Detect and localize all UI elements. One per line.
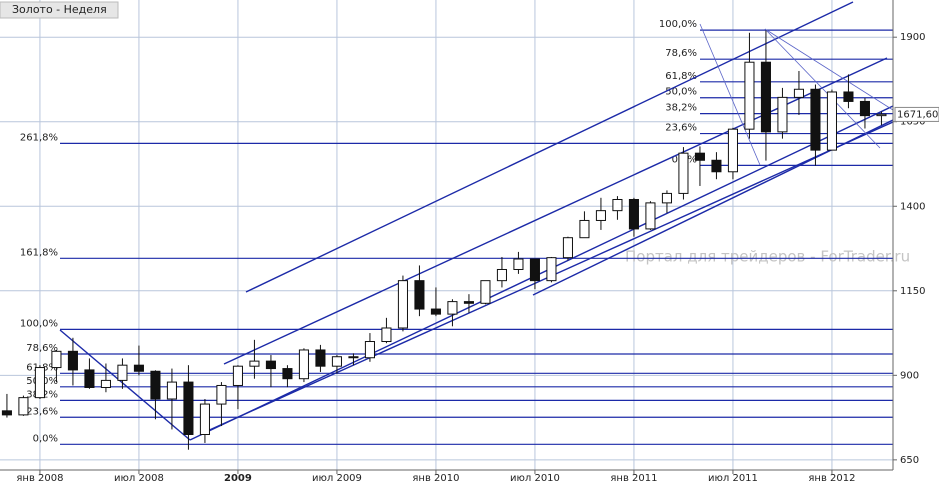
candle-body: [562, 237, 573, 259]
y-tick-label: 1900: [900, 32, 925, 43]
candle-body: [397, 280, 408, 329]
x-tick-label: янв 2008: [16, 473, 63, 484]
candle-body: [843, 91, 854, 102]
x-tick-label: июл 2009: [312, 473, 362, 484]
fib-label: 100,0%: [20, 318, 58, 329]
candle-body: [694, 152, 705, 161]
candle-body: [100, 379, 111, 388]
candle-body: [826, 91, 837, 151]
candle-body: [678, 152, 689, 194]
candle-body: [1, 410, 12, 416]
x-tick-label: 2009: [224, 473, 252, 484]
candle-body: [133, 364, 144, 372]
x-tick-label: июл 2010: [510, 473, 560, 484]
candle-body: [727, 128, 738, 173]
title-box: [0, 1, 119, 19]
watermark: Портал для трейдеров - ForTrader.ru: [625, 248, 910, 266]
candle-body: [513, 258, 524, 270]
candle-body: [51, 350, 62, 369]
candle-body: [463, 301, 474, 304]
candle-body: [744, 61, 755, 130]
candle-body: [265, 360, 276, 370]
candle-body: [84, 369, 95, 388]
axes: 650 900 1150 1400 1650 1900 янв 2008 июл 2008 20…: [16, 32, 939, 484]
candle-body: [760, 61, 771, 133]
candle-body: [595, 210, 606, 221]
fib-label: 50,0%: [665, 87, 697, 98]
candle-body: [546, 257, 557, 282]
candle-body: [810, 88, 821, 151]
candle-body: [793, 88, 804, 98]
candle-body: [117, 364, 128, 381]
candle-body: [496, 268, 507, 282]
candle-body: [249, 360, 260, 367]
candle-body: [298, 349, 309, 380]
x-tick-label: янв 2011: [610, 473, 657, 484]
candle-body: [480, 280, 491, 304]
x-tick-label: янв 2010: [412, 473, 459, 484]
candle-body: [430, 308, 441, 315]
fib-label: 78,6%: [665, 48, 697, 59]
candle-body: [232, 365, 243, 386]
candle-body: [315, 349, 326, 367]
candle-body: [529, 258, 540, 282]
x-tick-label: июл 2011: [708, 473, 758, 484]
candle-body: [579, 219, 590, 239]
candle-body: [282, 368, 293, 380]
channel-line: [189, 105, 894, 441]
candle-body: [381, 327, 392, 343]
fib-base-line: [59, 329, 191, 441]
candle-body: [447, 301, 458, 315]
candle-body: [777, 96, 788, 133]
y-tick-label: 900: [900, 370, 919, 381]
candle-body: [150, 370, 161, 400]
fib-label: 161,8%: [20, 247, 58, 258]
fan-line: [764, 28, 881, 149]
candle-body: [18, 397, 29, 416]
candle-body: [183, 381, 194, 435]
candle-body: [364, 341, 375, 359]
fib-label: 78,6%: [26, 343, 58, 354]
y-tick-label: 1650: [900, 117, 925, 128]
candle-body: [34, 367, 45, 399]
fan-line: [764, 28, 894, 111]
candles: [1, 30, 887, 450]
candle-body: [216, 384, 227, 405]
candle-body: [166, 381, 177, 400]
candle-body: [876, 113, 887, 117]
candle-body: [628, 198, 639, 230]
fib-label: 23,6%: [26, 406, 58, 417]
fan-line: [699, 23, 761, 166]
candle-body: [199, 403, 210, 435]
x-tick-label: янв 2012: [808, 473, 855, 484]
candle-body: [612, 198, 623, 212]
fib-label: 261,8%: [20, 132, 58, 143]
channel-line: [245, 1, 854, 293]
last-price-box: [894, 106, 939, 122]
y-tick-label: 1400: [900, 201, 925, 212]
channel-line: [223, 57, 888, 365]
x-tick-label: июл 2008: [114, 473, 164, 484]
fib-label: 23,6%: [665, 123, 697, 134]
candle-body: [661, 192, 672, 204]
last-price-label: 1671,60: [897, 109, 938, 120]
fib-label: 38,2%: [665, 103, 697, 114]
candle-body: [711, 159, 722, 173]
chart-title: Золото - Неделя: [12, 3, 107, 16]
candle-body: [348, 356, 359, 359]
candle-body: [67, 350, 78, 371]
y-tick-label: 1150: [900, 286, 925, 297]
fib-label: 61,8%: [665, 71, 697, 82]
candle-body: [859, 100, 870, 117]
candle-body: [331, 356, 342, 367]
candle-body: [645, 202, 656, 230]
fib-label: 100,0%: [659, 19, 697, 30]
candle-body: [414, 280, 425, 310]
y-tick-label: 650: [900, 455, 919, 466]
fib-label: 0,0%: [33, 433, 58, 444]
